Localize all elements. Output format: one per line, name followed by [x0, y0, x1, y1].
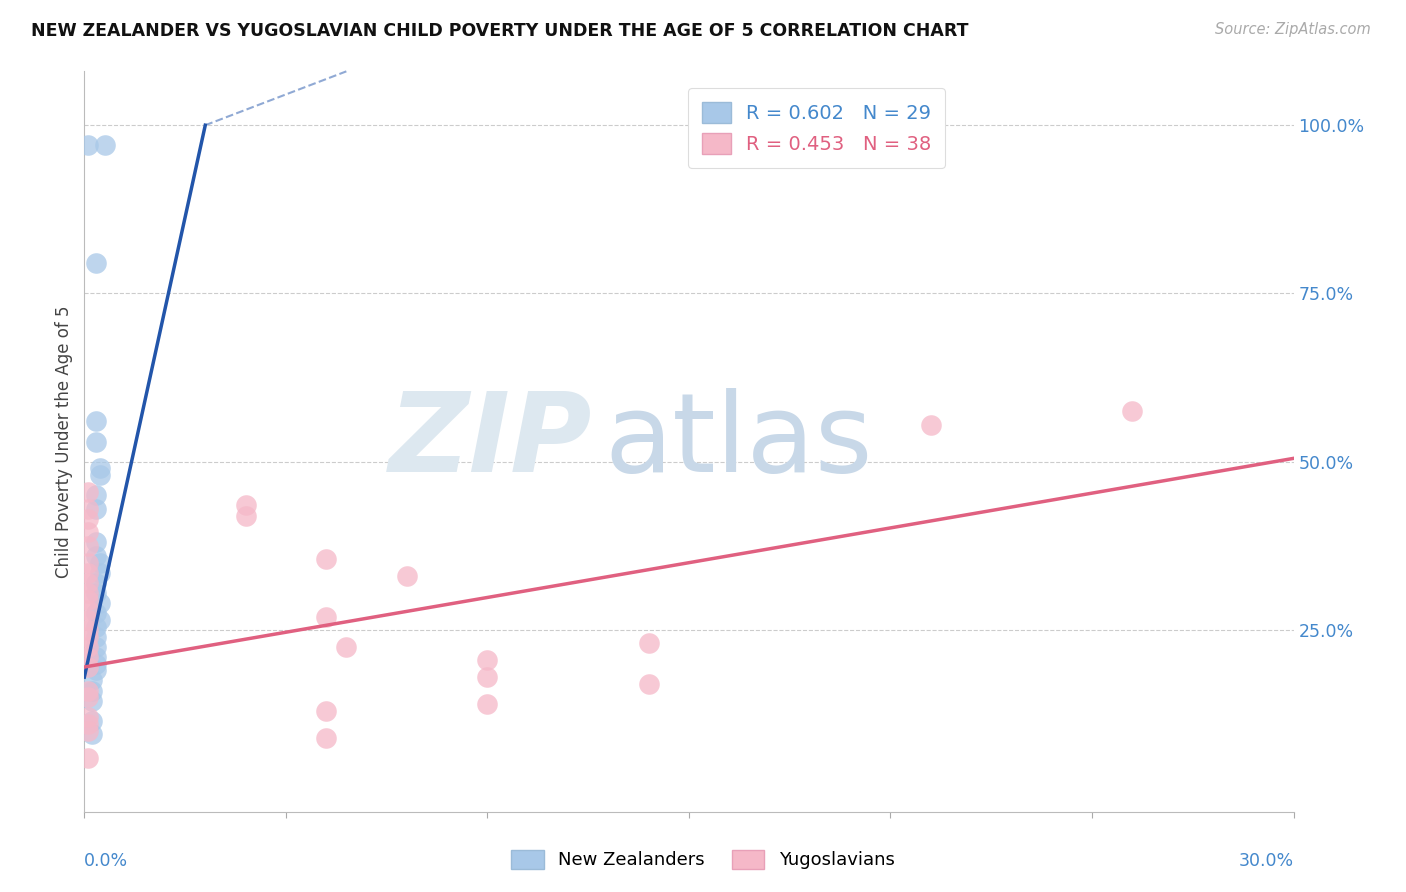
- Point: [77, 630, 100, 644]
- Point: [86, 630, 108, 644]
- Point: [77, 649, 100, 664]
- Point: [77, 660, 100, 674]
- Point: [315, 552, 337, 566]
- Point: [77, 485, 100, 500]
- Point: [77, 690, 100, 705]
- Text: NEW ZEALANDER VS YUGOSLAVIAN CHILD POVERTY UNDER THE AGE OF 5 CORRELATION CHART: NEW ZEALANDER VS YUGOSLAVIAN CHILD POVER…: [31, 22, 969, 40]
- Point: [1121, 404, 1143, 418]
- Point: [77, 603, 100, 617]
- Point: [89, 596, 111, 610]
- Point: [82, 673, 104, 688]
- Point: [77, 138, 100, 153]
- Text: ZIP: ZIP: [388, 388, 592, 495]
- Point: [315, 704, 337, 718]
- Point: [77, 683, 100, 698]
- Point: [477, 653, 499, 667]
- Point: [477, 670, 499, 684]
- Point: [77, 566, 100, 580]
- Point: [93, 138, 115, 153]
- Point: [77, 592, 100, 607]
- Point: [315, 731, 337, 745]
- Point: [86, 649, 108, 664]
- Point: [86, 575, 108, 590]
- Point: [77, 751, 100, 765]
- Point: [89, 566, 111, 580]
- Text: Source: ZipAtlas.com: Source: ZipAtlas.com: [1215, 22, 1371, 37]
- Point: [77, 623, 100, 637]
- Point: [86, 657, 108, 671]
- Point: [82, 714, 104, 728]
- Legend: R = 0.602   N = 29, R = 0.453   N = 38: R = 0.602 N = 29, R = 0.453 N = 38: [688, 88, 945, 168]
- Point: [920, 417, 942, 432]
- Point: [86, 549, 108, 563]
- Point: [77, 512, 100, 526]
- Point: [77, 710, 100, 724]
- Point: [86, 501, 108, 516]
- Point: [89, 461, 111, 475]
- Text: atlas: atlas: [605, 388, 873, 495]
- Point: [86, 535, 108, 549]
- Legend: New Zealanders, Yugoslavians: New Zealanders, Yugoslavians: [502, 841, 904, 879]
- Point: [86, 256, 108, 270]
- Point: [82, 694, 104, 708]
- Point: [477, 697, 499, 711]
- Point: [86, 640, 108, 654]
- Point: [77, 539, 100, 553]
- Point: [77, 640, 100, 654]
- Point: [77, 717, 100, 731]
- Point: [77, 613, 100, 627]
- Text: 0.0%: 0.0%: [84, 853, 128, 871]
- Point: [89, 613, 111, 627]
- Point: [235, 508, 257, 523]
- Point: [77, 525, 100, 540]
- Point: [89, 468, 111, 483]
- Point: [86, 620, 108, 634]
- Point: [77, 556, 100, 570]
- Point: [86, 586, 108, 600]
- Point: [315, 609, 337, 624]
- Point: [89, 556, 111, 570]
- Y-axis label: Child Poverty Under the Age of 5: Child Poverty Under the Age of 5: [55, 305, 73, 578]
- Point: [77, 586, 100, 600]
- Point: [637, 636, 659, 650]
- Point: [77, 575, 100, 590]
- Point: [86, 606, 108, 620]
- Text: 30.0%: 30.0%: [1239, 853, 1294, 871]
- Point: [335, 640, 357, 654]
- Point: [395, 569, 418, 583]
- Point: [82, 683, 104, 698]
- Point: [86, 488, 108, 502]
- Point: [86, 414, 108, 428]
- Point: [235, 499, 257, 513]
- Point: [86, 664, 108, 678]
- Point: [637, 677, 659, 691]
- Point: [82, 727, 104, 741]
- Point: [77, 723, 100, 738]
- Point: [86, 434, 108, 449]
- Point: [77, 501, 100, 516]
